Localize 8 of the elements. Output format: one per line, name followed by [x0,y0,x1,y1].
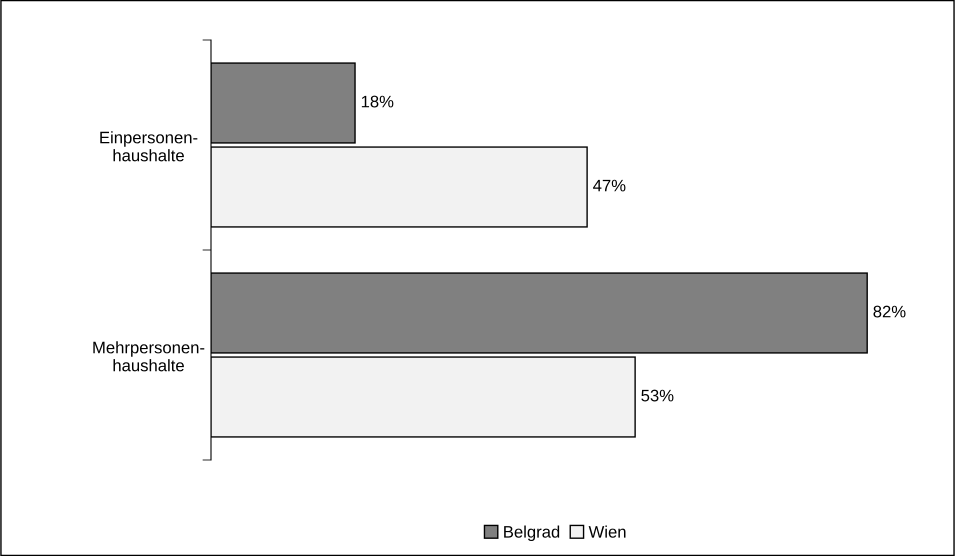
legend-label: Belgrad [504,525,560,542]
data-label: 18% [362,96,394,108]
data-label: 53% [641,390,674,402]
data-label: 82% [873,306,906,318]
y-tick-label: Einpersonen- haushalte [100,131,198,162]
legend-label: Wien [588,525,626,538]
data-label: 47% [593,180,626,192]
y-tick-label: Mehrpersonen- haushalte [93,341,204,372]
